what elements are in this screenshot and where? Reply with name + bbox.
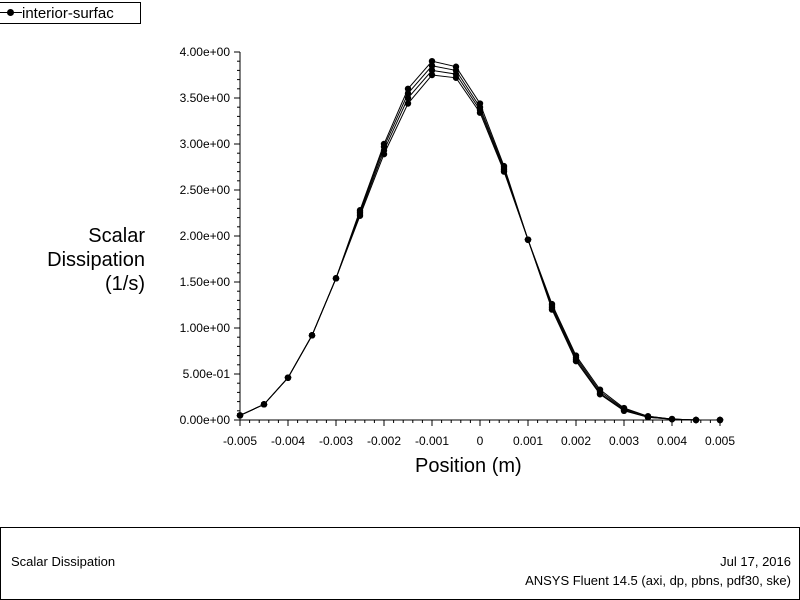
chart-svg: 0.00e+00 5.00e-01 1.00e+00 1.50e+00 2.00e+00… xyxy=(180,45,736,448)
legend: interior-surfac xyxy=(0,2,141,24)
data-point xyxy=(236,412,244,419)
legend-marker-icon xyxy=(0,7,22,19)
data-point xyxy=(260,401,268,408)
data-point xyxy=(716,416,724,424)
data-point xyxy=(572,357,580,365)
plot-area: 0.00e+00 5.00e-01 1.00e+00 1.50e+00 2.00e+00… xyxy=(0,2,736,477)
data-point xyxy=(428,62,436,69)
data-point xyxy=(428,71,436,79)
data-point xyxy=(500,168,508,175)
x-tick-label: -0.005 xyxy=(223,434,257,448)
footer-software: ANSYS Fluent 14.5 (axi, dp, pbns, pdf30,… xyxy=(525,573,791,588)
y-tick-label: 3.50e+00 xyxy=(180,91,231,105)
data-point xyxy=(668,415,676,423)
data-point xyxy=(404,94,412,102)
data-point xyxy=(452,74,460,81)
y-tick-label: 0.00e+00 xyxy=(180,413,231,427)
x-tick-label: -0.003 xyxy=(319,434,353,448)
data-point xyxy=(308,332,316,339)
legend-label: interior-surfac xyxy=(22,4,114,22)
y-tick-label: 1.50e+00 xyxy=(180,275,231,289)
x-axis-label: Position (m) xyxy=(415,455,522,477)
data-point xyxy=(548,306,556,313)
footer-date: Jul 17, 2016 xyxy=(720,554,791,569)
y-axis-label: Scalar Dissipation (1/s) xyxy=(47,225,145,295)
y-tick-label: 2.00e+00 xyxy=(180,229,231,243)
x-tick-label: 0.005 xyxy=(705,434,735,448)
x-tick-label: 0.002 xyxy=(561,434,591,448)
y-tick-label: 1.00e+00 xyxy=(180,321,231,335)
data-point xyxy=(404,90,412,97)
data-point xyxy=(380,150,388,158)
x-tick-label: 0.004 xyxy=(657,434,687,448)
series-line xyxy=(239,69,720,421)
x-tick-label: -0.004 xyxy=(271,434,305,448)
data-point xyxy=(356,212,364,219)
x-tick-label: 0.001 xyxy=(513,434,543,448)
footer-title: Scalar Dissipation xyxy=(11,554,116,569)
data-point xyxy=(644,414,652,421)
footer-panel: Scalar Dissipation Jul 17, 2016 ANSYS Fl… xyxy=(0,527,800,600)
data-point xyxy=(332,275,340,282)
data-point xyxy=(524,236,532,243)
x-tick-label: -0.002 xyxy=(367,434,401,448)
y-tick-label: 3.00e+00 xyxy=(180,137,231,151)
data-point xyxy=(476,109,484,116)
data-point xyxy=(284,374,292,381)
y-tick-label: 2.50e+00 xyxy=(180,183,231,197)
data-point xyxy=(404,100,412,107)
y-tick-label: 5.00e-01 xyxy=(183,367,231,381)
x-tick-label: -0.001 xyxy=(415,434,449,448)
y-tick-label: 4.00e+00 xyxy=(180,45,231,59)
data-point xyxy=(404,85,412,93)
x-tick-label: 0 xyxy=(477,434,484,448)
data-point xyxy=(428,67,436,74)
data-point xyxy=(596,391,604,398)
data-point xyxy=(620,407,628,414)
data-point xyxy=(428,58,436,65)
data-point xyxy=(692,416,700,424)
series-line xyxy=(239,74,720,421)
x-tick-label: 0.003 xyxy=(609,434,639,448)
series-line xyxy=(239,65,720,421)
